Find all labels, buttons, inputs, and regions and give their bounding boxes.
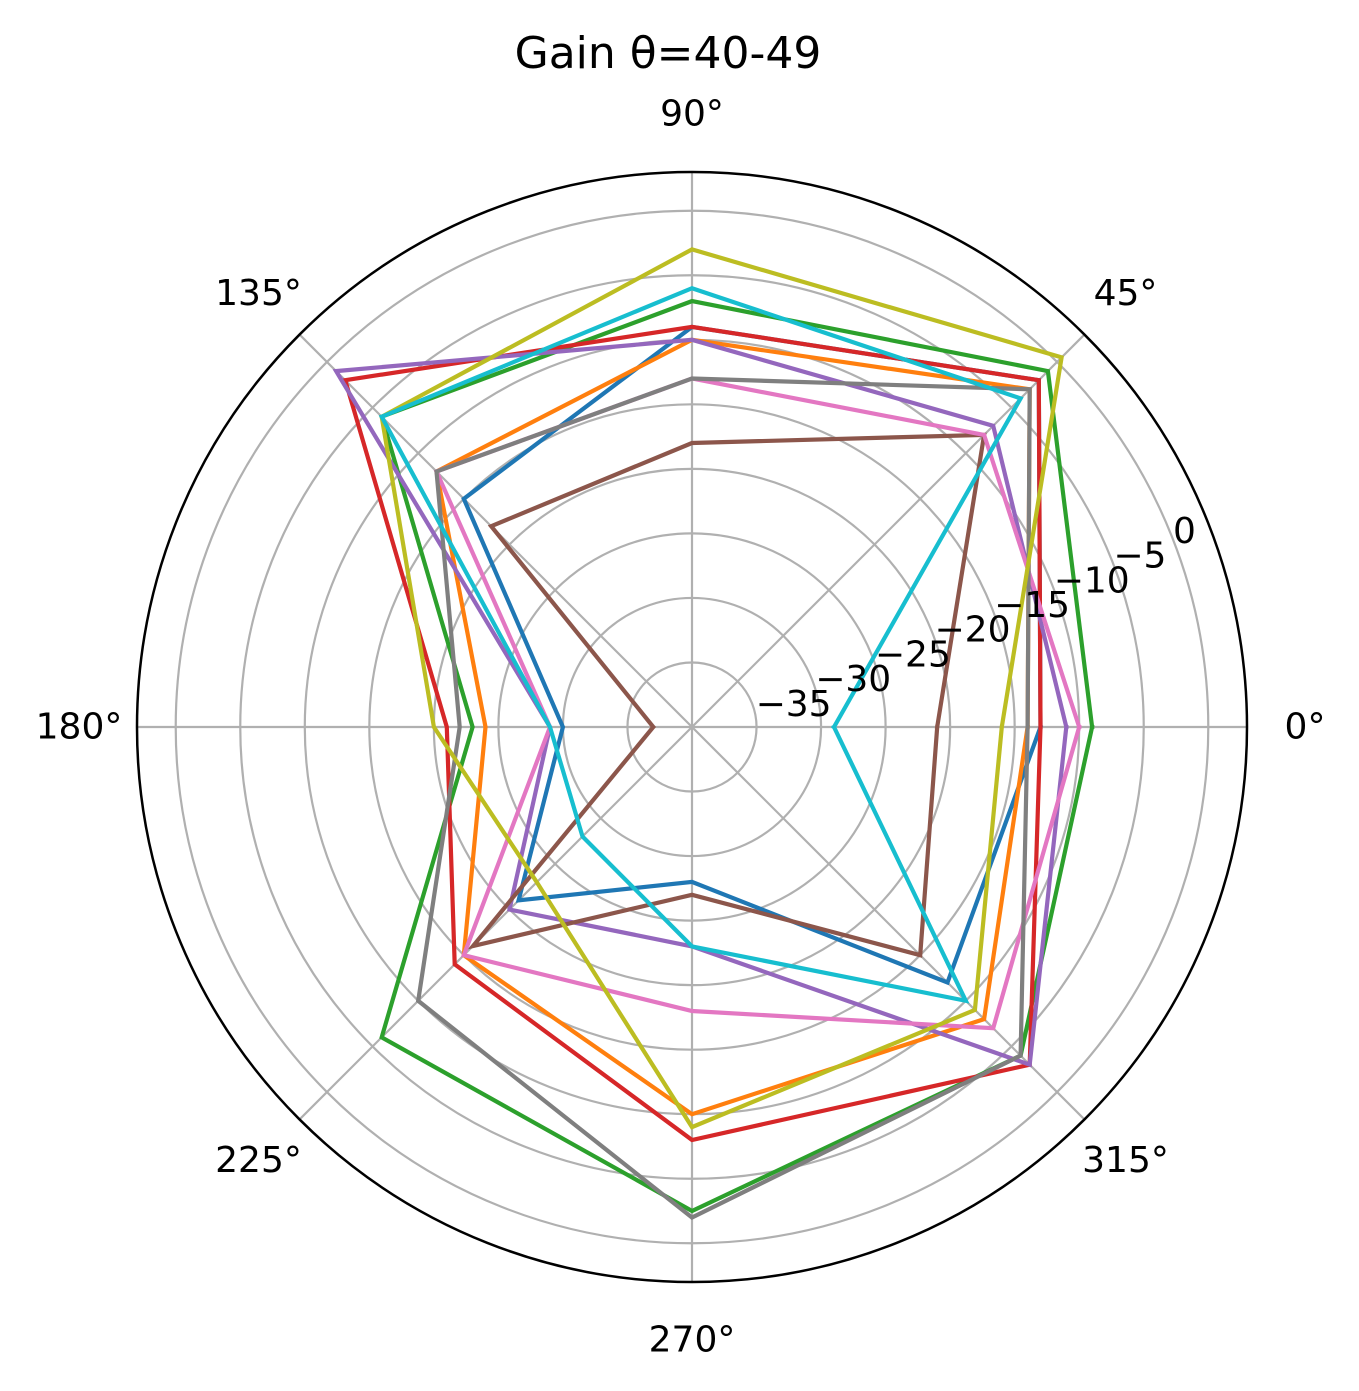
r-label-4: −15: [994, 585, 1070, 626]
outer-frame: [135, 170, 1249, 1284]
r-label-6: −5: [1113, 536, 1166, 577]
theta-gridline-5: [298, 726, 693, 1121]
series-line-1: [434, 337, 1032, 1117]
radial-tick-labels: −35−30−25−20−15−10−50: [756, 511, 1196, 725]
angle-label-3: 135°: [215, 273, 302, 314]
r-label-3: −20: [935, 610, 1011, 651]
chart-title: Gain θ=40-49: [515, 28, 822, 79]
angle-label-5: 225°: [215, 1140, 302, 1181]
series-line-0: [461, 324, 1044, 986]
series-line-3: [342, 324, 1043, 1143]
angle-label-7: 315°: [1082, 1140, 1169, 1181]
r-label-7: 0: [1173, 511, 1196, 552]
r-label-0: −35: [756, 684, 832, 725]
r-label-1: −30: [815, 659, 891, 700]
angle-tick-labels: 0° 45° 90° 135° 180° 225° 270° 315°: [36, 94, 1326, 1361]
angle-label-6: 270°: [649, 1320, 736, 1361]
angle-label-4: 180°: [36, 707, 123, 748]
series-line-8: [379, 247, 1064, 1130]
series-line-9: [378, 285, 1024, 1004]
series-line-7: [415, 376, 1032, 1220]
angle-label-0: 0°: [1285, 707, 1326, 748]
polar-frame: [135, 170, 1249, 1284]
series-lines: [332, 247, 1095, 1220]
angle-label-1: 45°: [1094, 273, 1158, 314]
series-line-5: [467, 432, 987, 958]
r-label-2: −25: [875, 634, 951, 675]
angle-label-2: 90°: [660, 94, 724, 135]
r-label-5: −10: [1054, 560, 1130, 601]
